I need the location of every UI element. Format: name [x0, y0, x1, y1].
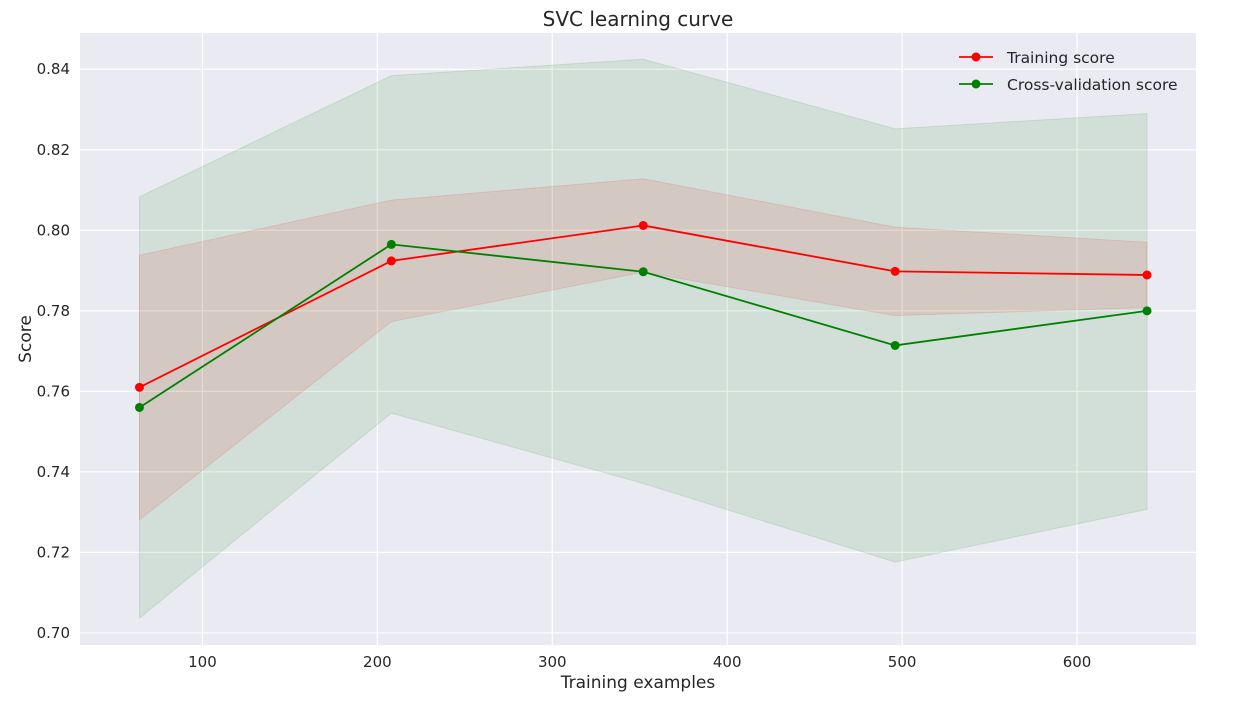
- legend-item-training: Training score: [959, 49, 1115, 67]
- gridlines: [80, 33, 1196, 645]
- series-1-point: [890, 340, 900, 350]
- series-1-point: [638, 267, 648, 277]
- x-tick-label: 300: [538, 653, 567, 671]
- y-tick-label: 0.78: [37, 302, 70, 320]
- series-0-point: [638, 220, 648, 230]
- legend-swatch-marker: [971, 79, 981, 89]
- legend-item-cross-validation: Cross-validation score: [959, 76, 1178, 94]
- x-tick-label: 200: [363, 653, 392, 671]
- y-tick-label: 0.70: [37, 624, 70, 642]
- series-0-point: [890, 266, 900, 276]
- x-axis-label: Training examples: [560, 673, 716, 693]
- legend-swatch-marker: [971, 52, 981, 62]
- x-tick-label: 100: [188, 653, 217, 671]
- legend-label-cross-validation: Cross-validation score: [1007, 76, 1178, 94]
- series-points: [134, 220, 1152, 412]
- legend-label-training: Training score: [1006, 49, 1115, 67]
- series-1-point: [386, 239, 396, 249]
- plot-area: [80, 33, 1196, 645]
- y-tick-label: 0.82: [37, 141, 70, 159]
- series-1-point: [134, 402, 144, 412]
- x-tick-label: 400: [713, 653, 742, 671]
- y-tick-label: 0.74: [37, 463, 70, 481]
- y-tick-label: 0.80: [37, 221, 70, 239]
- y-tick-label: 0.76: [37, 382, 70, 400]
- chart-title: SVC learning curve: [543, 7, 734, 31]
- series-0-point: [134, 382, 144, 392]
- x-axis-ticks: 100 200 300 400 500 600: [188, 653, 1091, 671]
- y-tick-label: 0.84: [37, 60, 70, 78]
- series-1-band: [138, 58, 1148, 620]
- y-tick-label: 0.72: [37, 543, 70, 561]
- series-1-point: [1142, 306, 1152, 316]
- legend: Training score Cross-validation score: [959, 49, 1178, 94]
- y-axis-ticks: 0.70 0.72 0.74 0.76 0.78 0.80 0.82 0.84: [37, 60, 70, 642]
- y-axis-label: Score: [16, 315, 36, 363]
- x-tick-label: 600: [1063, 653, 1092, 671]
- series-0-point: [1142, 270, 1152, 280]
- x-tick-label: 500: [888, 653, 917, 671]
- series-0-point: [386, 256, 396, 266]
